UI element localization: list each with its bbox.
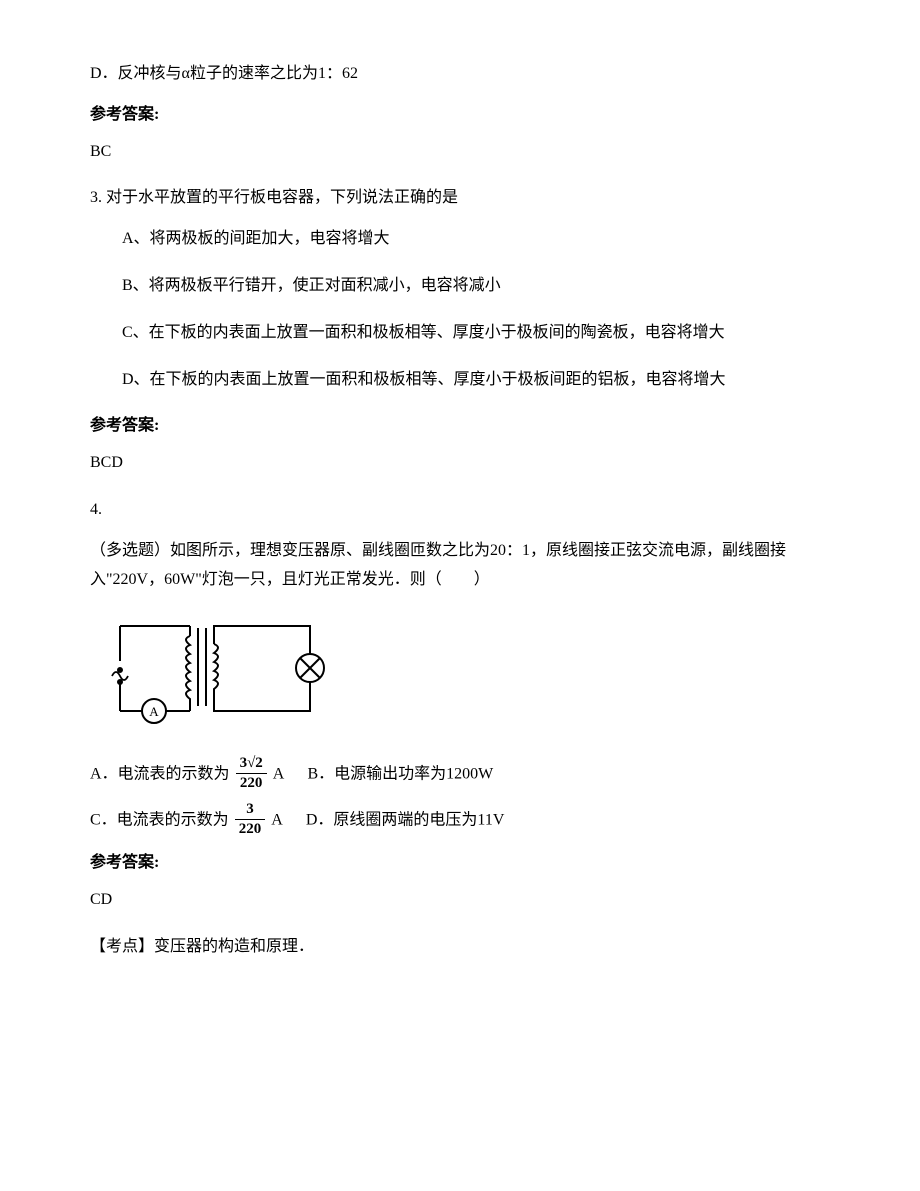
q4-option-c-post: A <box>271 812 282 829</box>
q4-option-a-post: A <box>273 766 284 783</box>
circuit-diagram: A <box>90 606 830 747</box>
q4-option-c-pre: C．电流表的示数为 <box>90 812 229 829</box>
q4-option-b: B．电源输出功率为1200W <box>307 766 493 783</box>
fraction-c-den: 220 <box>235 820 266 838</box>
svg-text:A: A <box>149 704 159 719</box>
q4-answer: CD <box>90 886 830 915</box>
q3-option-b: B、将两极板平行错开，使正对面积减小，电容将减小 <box>90 272 830 301</box>
q4-options-cd: C．电流表的示数为 3 220 A D．原线圈两端的电压为11V <box>90 803 830 839</box>
q4-stem: （多选题）如图所示，理想变压器原、副线圈匝数之比为20：1，原线圈接正弦交流电源… <box>90 537 830 595</box>
q3-answer-label: 参考答案: <box>90 412 830 441</box>
fraction-a-num: 3√2 <box>236 755 267 774</box>
fraction-a-den: 220 <box>236 774 267 792</box>
q3-option-d: D、在下板的内表面上放置一面积和极板相等、厚度小于极板间距的铝板，电容将增大 <box>90 366 830 395</box>
q4-option-a-pre: A．电流表的示数为 <box>90 766 230 783</box>
q4-options-ab: A．电流表的示数为 3√2 220 A B．电源输出功率为1200W <box>90 757 830 793</box>
q3-answer: BCD <box>90 449 830 478</box>
q3-option-c: C、在下板的内表面上放置一面积和极板相等、厚度小于极板间的陶瓷板，电容将增大 <box>90 319 830 348</box>
fraction-a: 3√2 220 <box>236 755 267 791</box>
q2-answer: BC <box>90 138 830 167</box>
q4-number: 4. <box>90 496 830 525</box>
q4-answer-label: 参考答案: <box>90 849 830 878</box>
fraction-c-num: 3 <box>235 801 266 820</box>
q2-option-d: D．反冲核与α粒子的速率之比为1：62 <box>90 60 830 89</box>
fraction-c: 3 220 <box>235 801 266 837</box>
q3-stem: 3. 对于水平放置的平行板电容器，下列说法正确的是 <box>90 184 830 213</box>
q4-kaodian: 【考点】变压器的构造和原理． <box>90 933 830 962</box>
q4-option-d: D．原线圈两端的电压为11V <box>306 812 505 829</box>
q2-answer-label: 参考答案: <box>90 101 830 130</box>
q3-option-a: A、将两极板的间距加大，电容将增大 <box>90 225 830 254</box>
